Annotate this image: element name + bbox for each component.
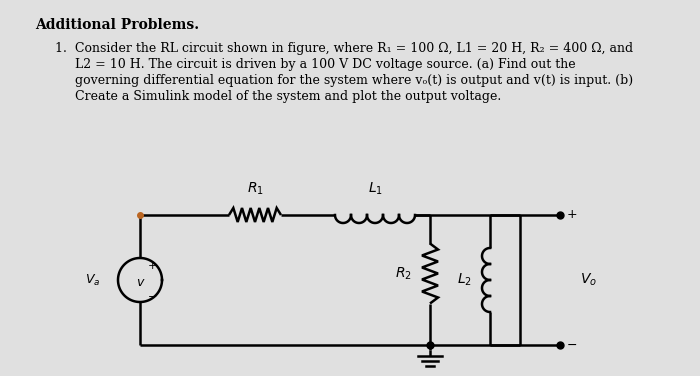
Text: −: − <box>567 338 577 352</box>
Text: Create a Simulink model of the system and plot the output voltage.: Create a Simulink model of the system an… <box>55 90 501 103</box>
Text: $R_2$: $R_2$ <box>395 265 412 282</box>
Text: $V_o$: $V_o$ <box>580 272 597 288</box>
Text: Additional Problems.: Additional Problems. <box>35 18 199 32</box>
Text: L2 = 10 H. The circuit is driven by a 100 V DC voltage source. (a) Find out the: L2 = 10 H. The circuit is driven by a 10… <box>55 58 575 71</box>
Text: −: − <box>148 292 158 302</box>
Text: 1.  Consider the RL circuit shown in figure, where R₁ = 100 Ω, L1 = 20 H, R₂ = 4: 1. Consider the RL circuit shown in figu… <box>55 42 633 55</box>
Text: $R_1$: $R_1$ <box>246 180 263 197</box>
Text: $L_1$: $L_1$ <box>368 180 382 197</box>
Text: +: + <box>148 261 158 271</box>
Text: v: v <box>136 276 144 288</box>
Text: +: + <box>567 209 577 221</box>
Text: $V_a$: $V_a$ <box>85 273 100 288</box>
Text: governing differential equation for the system where vₒ(t) is output and v⁡(t) i: governing differential equation for the … <box>55 74 633 87</box>
Text: $L_2$: $L_2$ <box>457 272 472 288</box>
